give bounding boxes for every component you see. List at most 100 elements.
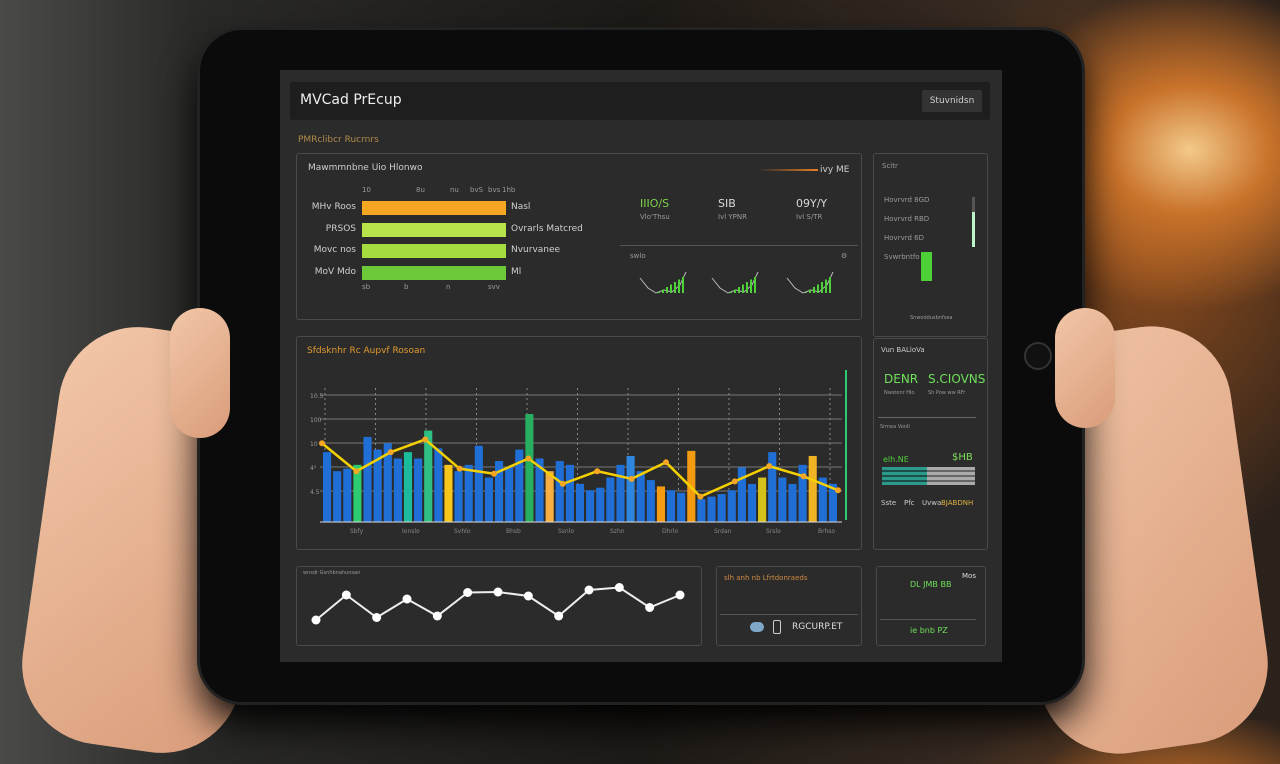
kpi-value: 09Y/Y bbox=[796, 197, 828, 210]
trend-point bbox=[387, 449, 394, 456]
side1-row: Hovrvrd RBD bbox=[884, 215, 930, 223]
chart-bar bbox=[656, 486, 665, 522]
chart-bar bbox=[454, 471, 463, 522]
spark-bar bbox=[821, 282, 823, 293]
home-button[interactable] bbox=[1024, 342, 1052, 370]
chart-bar bbox=[363, 436, 372, 522]
line-node bbox=[614, 583, 624, 592]
x-tick-label: Srdan bbox=[714, 528, 732, 535]
bottom2-footer: RGCURP.ET bbox=[792, 622, 843, 632]
chart-bar bbox=[525, 414, 534, 522]
y-tick-label: 10 bbox=[310, 441, 318, 448]
side2-grey-bars bbox=[927, 467, 975, 485]
trend-point bbox=[594, 468, 601, 475]
left-thumb bbox=[170, 308, 230, 438]
top-tick: 1hb bbox=[502, 186, 516, 194]
chart-bar bbox=[778, 477, 787, 522]
hbar-value: Nasl bbox=[511, 202, 531, 212]
chart-bar bbox=[434, 448, 443, 522]
top-tick: bvS bbox=[470, 186, 484, 194]
side2-footer-1: Sste bbox=[881, 499, 897, 507]
spark-bar bbox=[742, 284, 744, 293]
main-chart: 10.5 100 10 4¹ 4.5 Sbfy Ionslo Svhlo Bhsb Ssnlo Sz… bbox=[310, 370, 847, 535]
chart-bar bbox=[747, 483, 757, 522]
kpi-sub: Ivl YPNR bbox=[718, 213, 747, 221]
side2-footer-2: Pfc bbox=[904, 499, 915, 507]
hbar-label: MHv Roos bbox=[311, 202, 356, 212]
trend-point bbox=[525, 455, 532, 462]
chart-bar bbox=[393, 458, 402, 522]
chart-bar bbox=[505, 467, 514, 522]
hbar bbox=[362, 201, 506, 215]
side-panel-1 bbox=[873, 153, 988, 337]
line-panel bbox=[296, 566, 702, 646]
chart-bar bbox=[758, 477, 767, 522]
trend-point bbox=[697, 493, 704, 500]
chart-bar bbox=[828, 483, 837, 522]
trend-point bbox=[491, 470, 497, 477]
header-button[interactable]: Stuvnidsn bbox=[922, 90, 982, 112]
kpi-value: SIB bbox=[718, 197, 736, 210]
spark-bar bbox=[754, 277, 756, 293]
overview-panel bbox=[296, 153, 862, 320]
line-node bbox=[432, 611, 442, 621]
line-node bbox=[584, 585, 594, 595]
bottom2-divider bbox=[720, 614, 858, 615]
chart-bar bbox=[697, 499, 706, 522]
side1-footer: Snwoddusbnfsea bbox=[910, 315, 953, 321]
bottom3-divider bbox=[880, 619, 976, 620]
main-chart-title: Sfdsknhr Rc Aupvf Rosoan bbox=[307, 346, 426, 356]
header-bar bbox=[290, 82, 990, 120]
hbar-label: MoV Mdo bbox=[314, 266, 356, 277]
side2-teal-bars bbox=[882, 467, 927, 485]
bottom3-corner: Mos bbox=[962, 572, 976, 580]
chart-bar bbox=[464, 464, 473, 522]
line-node bbox=[645, 603, 655, 612]
hbar bbox=[362, 244, 506, 258]
line-node bbox=[554, 611, 564, 621]
hbar-value: Nvurvanee bbox=[511, 245, 561, 255]
chart-bar bbox=[565, 464, 574, 522]
x-tick-label: Brhso bbox=[818, 528, 835, 535]
chart-bar bbox=[737, 467, 746, 522]
chart-bar bbox=[353, 464, 362, 522]
dashboard-screen bbox=[280, 70, 1002, 662]
trend-point bbox=[319, 440, 325, 447]
top-tick: 8u bbox=[416, 186, 425, 194]
y-tick-label: 4¹ bbox=[310, 465, 317, 472]
chart-bar bbox=[626, 455, 635, 522]
side1-title: Scitr bbox=[882, 162, 898, 170]
side1-row: Hovrvrd 6D bbox=[884, 234, 924, 242]
chart-bar bbox=[677, 492, 686, 522]
side2-divider bbox=[878, 417, 976, 418]
spark-bar bbox=[738, 287, 740, 293]
trend-point bbox=[766, 463, 773, 470]
side2-green-val2: $HB bbox=[952, 452, 973, 463]
line-node bbox=[675, 590, 685, 600]
chart-bar bbox=[616, 464, 625, 522]
chart-bar bbox=[484, 477, 493, 522]
kpi-divider bbox=[620, 245, 858, 246]
chart-bar bbox=[788, 483, 797, 522]
chart-bar bbox=[444, 464, 453, 522]
chart-bar bbox=[636, 471, 645, 522]
y-tick-label: 10.5 bbox=[310, 393, 324, 400]
line-node bbox=[372, 613, 382, 622]
chart-bar bbox=[707, 496, 716, 522]
bottom-tick: sb bbox=[362, 283, 371, 291]
side1-slider-track[interactable] bbox=[972, 197, 975, 247]
bottom-panel-3 bbox=[876, 566, 986, 646]
kpi-sub: Ivl S/TR bbox=[796, 213, 823, 221]
spark-bar bbox=[750, 279, 752, 293]
kpi-sub: Vlo'Thsu bbox=[640, 213, 670, 221]
settings-icon[interactable]: ⚙ bbox=[841, 252, 848, 260]
chart-bar bbox=[495, 461, 504, 522]
x-tick-label: Szhn bbox=[610, 528, 625, 535]
chart-bar bbox=[414, 458, 423, 522]
chart-bar bbox=[667, 490, 676, 522]
trend-point bbox=[456, 465, 463, 472]
chart-bar bbox=[646, 480, 655, 522]
side2-footer-3: Uvwa bbox=[922, 499, 942, 507]
hbar-value: Ovrarls Matcred bbox=[511, 223, 583, 234]
side1-green-bar bbox=[921, 252, 932, 281]
